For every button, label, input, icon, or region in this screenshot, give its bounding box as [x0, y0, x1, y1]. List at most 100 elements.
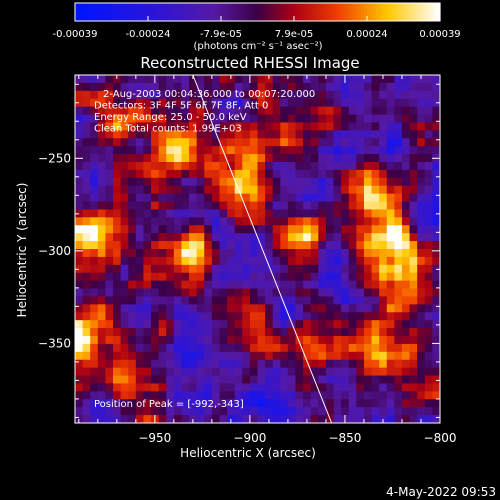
heatmap-cell	[386, 122, 395, 131]
heatmap-cell	[249, 162, 258, 171]
heatmap-cell	[196, 106, 205, 116]
heatmap-cell	[242, 201, 251, 210]
heatmap-cell	[143, 177, 152, 187]
heatmap-cell	[128, 169, 137, 179]
heatmap-cell	[295, 130, 304, 139]
colorbar-segment	[360, 3, 365, 21]
heatmap-cell	[181, 154, 190, 163]
heatmap-cell	[166, 233, 175, 242]
heatmap-cell	[401, 343, 411, 353]
heatmap-cell	[318, 399, 327, 408]
heatmap-cell	[363, 256, 373, 266]
heatmap-cell	[75, 98, 84, 108]
heatmap-cell	[135, 383, 144, 392]
heatmap-cell	[158, 169, 167, 179]
heatmap-cell	[325, 177, 335, 187]
heatmap-cell	[189, 122, 198, 131]
heatmap-cell	[394, 209, 403, 218]
heatmap-cell	[409, 328, 418, 337]
heatmap-cell	[113, 209, 122, 218]
heatmap-cell	[211, 122, 220, 131]
colorbar-segment	[214, 3, 219, 21]
heatmap-cell	[280, 90, 289, 100]
heatmap-cell	[303, 241, 312, 250]
heatmap-cell	[318, 367, 327, 377]
heatmap-cell	[417, 82, 426, 92]
heatmap-cell	[386, 280, 395, 290]
heatmap-cell	[234, 399, 243, 408]
heatmap-cell	[242, 217, 251, 226]
heatmap-cell	[318, 75, 327, 84]
heatmap-cell	[348, 201, 357, 210]
heatmap-cell	[379, 177, 388, 187]
heatmap-cell	[90, 209, 99, 218]
heatmap-cell	[128, 367, 137, 377]
heatmap-cell	[181, 351, 190, 361]
colorbar-segment	[391, 3, 395, 21]
heatmap-cell	[341, 209, 350, 218]
heatmap-cell	[432, 328, 441, 337]
heatmap-cell	[173, 114, 182, 123]
heatmap-cell	[280, 320, 289, 329]
heatmap-cell	[75, 209, 84, 218]
heatmap-cell	[75, 130, 84, 139]
heatmap-cell	[113, 217, 122, 226]
heatmap-cell	[97, 336, 106, 345]
heatmap-cell	[120, 272, 129, 282]
heatmap-cell	[356, 249, 365, 258]
heatmap-cell	[386, 201, 395, 210]
heatmap-cell	[173, 399, 182, 408]
heatmap-cell	[120, 391, 129, 400]
heatmap-cell	[97, 154, 106, 163]
heatmap-cell	[189, 233, 198, 242]
heatmap-cell	[166, 256, 175, 266]
heatmap-cell	[257, 336, 266, 345]
heatmap-cell	[424, 169, 433, 179]
heatmap-cell	[135, 288, 144, 297]
heatmap-cell	[394, 288, 403, 297]
heatmap-cell	[75, 249, 84, 258]
heatmap-cell	[90, 82, 99, 92]
heatmap-cell	[318, 177, 327, 187]
heatmap-cell	[97, 296, 106, 305]
heatmap-cell	[143, 233, 152, 242]
heatmap-cell	[303, 138, 312, 147]
heatmap-cell	[82, 359, 91, 369]
heatmap-cell	[318, 351, 327, 361]
heatmap-cell	[295, 304, 304, 313]
heatmap-cell	[166, 154, 175, 163]
heatmap-cell	[211, 249, 220, 258]
heatmap-cell	[75, 328, 84, 337]
heatmap-cell	[318, 106, 327, 116]
heatmap-cell	[325, 217, 335, 226]
heatmap-cell	[394, 336, 403, 345]
colorbar-segment	[306, 3, 310, 21]
heatmap-cell	[113, 225, 122, 234]
heatmap-cell	[196, 162, 205, 171]
heatmap-cell	[143, 391, 152, 400]
heatmap-cell	[371, 146, 380, 155]
heatmap-cell	[211, 375, 220, 384]
heatmap-cell	[272, 336, 281, 345]
heatmap-cell	[363, 154, 373, 163]
info-line: 2-Aug-2003 00:04:36.000 to 00:07:20.000	[103, 89, 315, 100]
colorbar-segment	[193, 3, 198, 21]
heatmap-cell	[242, 312, 251, 321]
heatmap-cell	[234, 391, 243, 400]
heatmap-cell	[287, 90, 297, 100]
colorbar-segment	[248, 3, 253, 21]
heatmap-cell	[341, 177, 350, 187]
heatmap-cell	[158, 106, 167, 116]
heatmap-cell	[113, 343, 122, 353]
heatmap-cell	[204, 320, 213, 329]
heatmap-cell	[97, 169, 106, 179]
heatmap-cell	[135, 280, 144, 290]
heatmap-cell	[189, 304, 198, 313]
heatmap-cell	[120, 106, 129, 116]
heatmap-cell	[105, 75, 114, 84]
heatmap-cell	[189, 296, 198, 305]
heatmap-cell	[120, 75, 129, 84]
heatmap-cell	[394, 233, 403, 242]
heatmap-cell	[135, 122, 144, 131]
heatmap-cell	[227, 399, 236, 408]
